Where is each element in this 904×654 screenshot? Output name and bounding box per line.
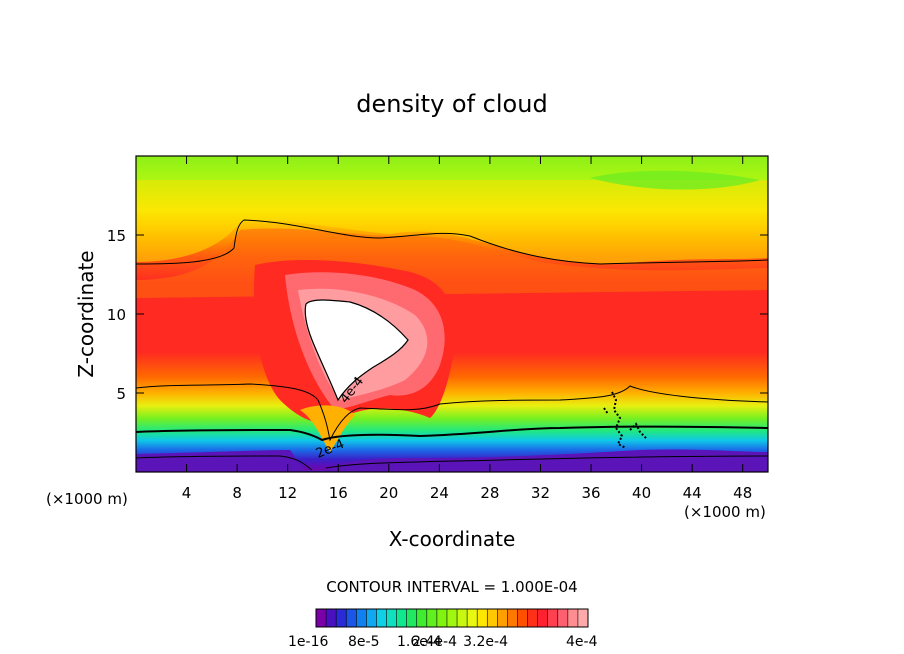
- colorbar-swatch: [406, 609, 418, 627]
- colorbar-swatch: [557, 609, 569, 627]
- colorbar-swatch: [366, 609, 377, 627]
- colorbar-swatch: [507, 609, 518, 627]
- colorbar-label: 4e-4: [566, 634, 598, 650]
- x-tick-label: 16: [329, 484, 348, 502]
- colorbar-swatch: [336, 609, 347, 627]
- colorbar-swatch: [416, 609, 428, 627]
- colorbar-swatch: [326, 609, 337, 627]
- colorbar-swatch: [457, 609, 468, 627]
- right-top-green: [590, 170, 760, 190]
- contour-line-mid: [136, 383, 768, 442]
- x-tick-label: 24: [430, 484, 449, 502]
- colorbar-label: 1.6e-4: [397, 634, 442, 650]
- colorbar-label: 1e-16: [288, 634, 328, 650]
- colorbar-label: 8e-5: [348, 634, 379, 650]
- colorbar-swatch: [467, 609, 478, 627]
- colorbar-swatch: [537, 609, 549, 627]
- colorbar-swatch: [487, 609, 498, 627]
- colorbar-swatch: [527, 609, 538, 627]
- colorbar-swatch: [426, 609, 438, 627]
- x-tick-label: 32: [531, 484, 550, 502]
- colorbar-swatch: [436, 609, 448, 627]
- x-tick-label: 12: [278, 484, 297, 502]
- y-tick-label: 5: [116, 385, 126, 403]
- upper-dome: [136, 180, 768, 264]
- x-unit-left: (×1000 m): [46, 490, 128, 508]
- colorbar-frame: [315, 608, 589, 628]
- x-tick-label: 44: [683, 484, 702, 502]
- colorbar-swatch: [547, 609, 559, 627]
- colorbar-swatch: [577, 609, 589, 627]
- colorbar-labels: 1e-16 8e-5 1.6e-4 2.4e-4 3.2e-4 4e-4: [288, 634, 598, 650]
- colorbar: [315, 608, 589, 628]
- colorbar-swatch: [497, 609, 508, 627]
- colorbar-swatch: [517, 609, 528, 627]
- x-tick-label: 20: [379, 484, 398, 502]
- contour-line-low: [136, 455, 768, 471]
- x-tick-label: 28: [480, 484, 499, 502]
- contour-line-2e-4: [136, 425, 768, 442]
- x-tick-label: 48: [733, 484, 752, 502]
- cloud-core-max: [304, 299, 409, 402]
- colorbar-swatch: [346, 609, 357, 627]
- colorbar-swatch: [396, 609, 407, 627]
- y-axis-label: Z-coordinate: [74, 250, 98, 377]
- y-tick-label: 10: [107, 306, 126, 324]
- colorbar-label: 3.2e-4: [463, 634, 508, 650]
- colorbar-swatch: [386, 609, 397, 627]
- colorbar-swatch: [477, 609, 488, 627]
- contour-interval-label: CONTOUR INTERVAL = 1.000E-04: [326, 578, 577, 596]
- colorbar-label: 2.4e-4: [412, 634, 457, 650]
- contour-line-upper: [136, 219, 768, 265]
- plot-area: 4e-4 2e-4: [136, 156, 768, 472]
- y-tick-label: 15: [107, 227, 126, 245]
- x-tick-label: 40: [632, 484, 651, 502]
- chart-title: density of cloud: [356, 90, 547, 118]
- colorbar-swatch: [567, 609, 579, 627]
- x-tick-label: 4: [182, 484, 192, 502]
- colorbar-swatch: [356, 609, 367, 627]
- colorbar-swatch: [316, 609, 327, 627]
- x-tick-label: 36: [581, 484, 600, 502]
- colorbar-swatch: [376, 609, 387, 627]
- turbulent-contour: [603, 391, 647, 449]
- colorbar-swatch: [446, 609, 458, 627]
- x-axis-label: X-coordinate: [389, 527, 516, 551]
- x-unit-right: (×1000 m): [684, 503, 766, 521]
- x-tick-label: 8: [232, 484, 242, 502]
